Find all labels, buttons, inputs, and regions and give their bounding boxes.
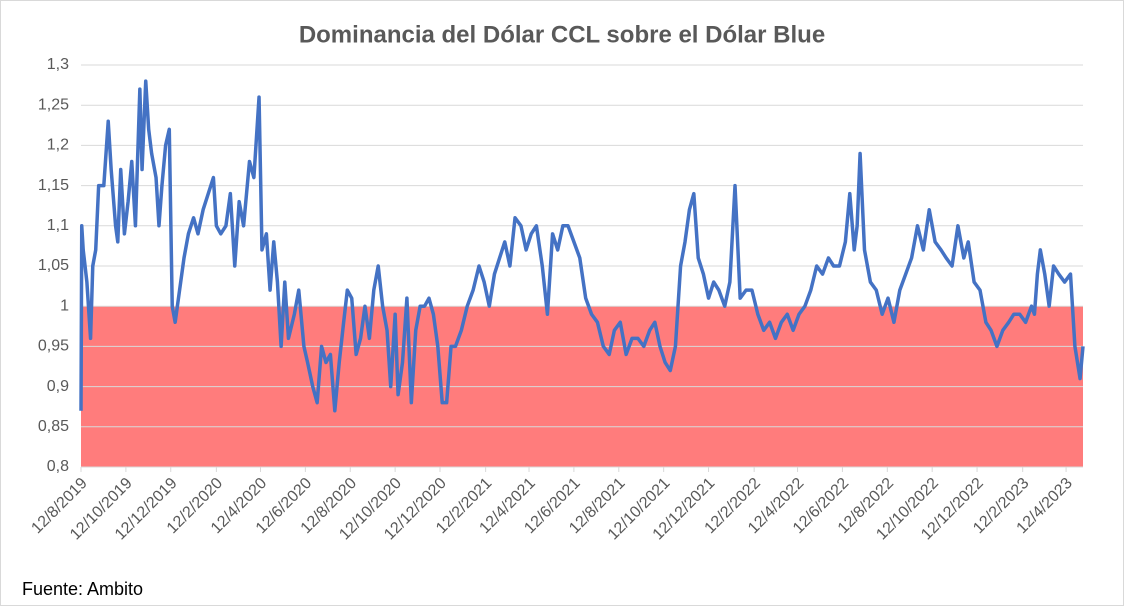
- y-tick-label: 1,1: [47, 217, 69, 234]
- y-tick-label: 0,85: [38, 418, 69, 435]
- y-tick-label: 1,15: [38, 177, 69, 194]
- y-tick-label: 0,95: [38, 338, 69, 355]
- y-tick-label: 1,2: [47, 137, 69, 154]
- y-tick-label: 1,25: [38, 96, 69, 113]
- y-tick-label: 0,9: [47, 378, 69, 395]
- y-tick-label: 1: [60, 297, 69, 314]
- y-tick-label: 1,05: [38, 257, 69, 274]
- y-tick-label: 1,3: [47, 56, 69, 73]
- y-tick-label: 0,8: [47, 458, 69, 475]
- source-note: Fuente: Ambito: [22, 579, 143, 599]
- data-line: [79, 79, 1085, 413]
- chart-title: Dominancia del Dólar CCL sobre el Dólar …: [299, 21, 825, 48]
